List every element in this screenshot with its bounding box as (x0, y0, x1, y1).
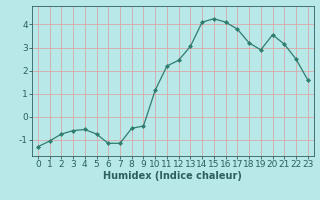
X-axis label: Humidex (Indice chaleur): Humidex (Indice chaleur) (103, 171, 242, 181)
